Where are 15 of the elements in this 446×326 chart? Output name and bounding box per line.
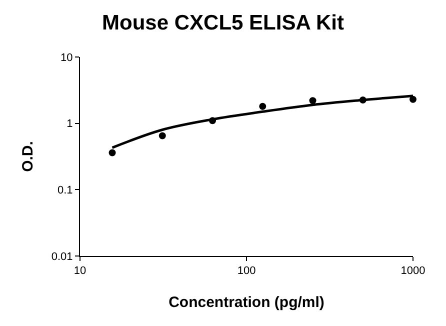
x-axis-title: Concentration (pg/ml) [168, 294, 324, 312]
y-tick-label: 10 [60, 52, 73, 64]
y-tick-label: 0.1 [58, 184, 73, 197]
y-tick-label: 1 [66, 118, 73, 130]
y-axis-title: O.D. [20, 141, 37, 172]
y-tick-label: 0.01 [51, 250, 73, 263]
x-tick-label: 1000 [400, 265, 426, 278]
x-tick-label: 10 [74, 265, 86, 278]
point [108, 149, 116, 156]
point [309, 97, 316, 104]
chart-title: Mouse CXCL5 ELISA Kit [102, 11, 344, 34]
point [158, 132, 166, 140]
point [410, 96, 416, 103]
point [259, 102, 266, 110]
x-tick-label: 100 [237, 265, 256, 278]
